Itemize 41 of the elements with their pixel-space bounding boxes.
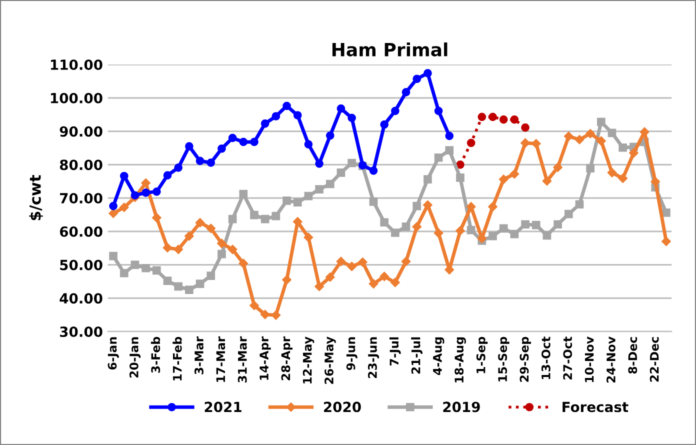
x-tick-label: 7-Jul	[389, 337, 401, 366]
x-tick-label: 28-Apr	[281, 336, 292, 380]
y-tick-label: 80.00	[60, 160, 102, 170]
x-tick-label: 13-Oct	[541, 336, 550, 380]
x-tick-label: 24-Nov	[606, 336, 616, 382]
legend-label: 2021	[204, 402, 242, 412]
x-tick-label: 20-Jan	[129, 337, 141, 378]
x-tick-label: 14-Apr	[260, 336, 271, 380]
x-tick-label: 9-Jun	[346, 337, 358, 370]
x-tick-label: 3-Mar	[194, 336, 204, 374]
y-tick-label: 100.00	[50, 92, 102, 104]
x-tick-label: 8-Dec	[628, 337, 638, 374]
x-tick-label: 1-Sep	[476, 336, 488, 374]
y-tick-label: 70.00	[60, 192, 102, 204]
x-tick-label: 3-Feb	[150, 336, 160, 373]
chart-title: Ham Primal	[332, 42, 448, 56]
x-tick-label: 27-Oct	[563, 336, 572, 380]
x-tick-label: 26-May	[324, 336, 336, 384]
y-axis-title: $/cwt	[29, 175, 43, 220]
legend-label: Forecast	[562, 402, 628, 412]
legend-label: 2020	[324, 402, 361, 412]
y-tick-label: 30.00	[60, 326, 102, 337]
y-tick-label: 90.00	[60, 126, 102, 137]
y-tick-label: 60.00	[60, 226, 102, 237]
legend-label: 2019	[443, 402, 480, 412]
x-tick-label: 4-Aug	[433, 337, 444, 375]
x-tick-label: 21-Jul	[411, 337, 422, 374]
x-tick-label: 15-Sep	[498, 336, 510, 382]
x-tick-label: 23-Jun	[368, 337, 380, 378]
x-tick-label: 6-Jan	[108, 337, 119, 370]
y-tick-label: 40.00	[60, 293, 102, 304]
x-tick-label: 10-Nov	[584, 336, 594, 382]
y-tick-label: 110.00	[50, 59, 102, 70]
x-tick-label: 29-Sep	[520, 336, 531, 382]
y-tick-label: 50.00	[60, 260, 102, 270]
x-tick-label: 18-Aug	[454, 337, 466, 382]
x-tick-label: 22-Dec	[650, 337, 659, 382]
x-tick-label: 31-Mar	[238, 336, 247, 382]
x-tick-label: 17-Feb	[172, 336, 182, 380]
x-tick-label: 12-May	[302, 336, 314, 384]
x-tick-label: 17-Mar	[216, 336, 226, 382]
